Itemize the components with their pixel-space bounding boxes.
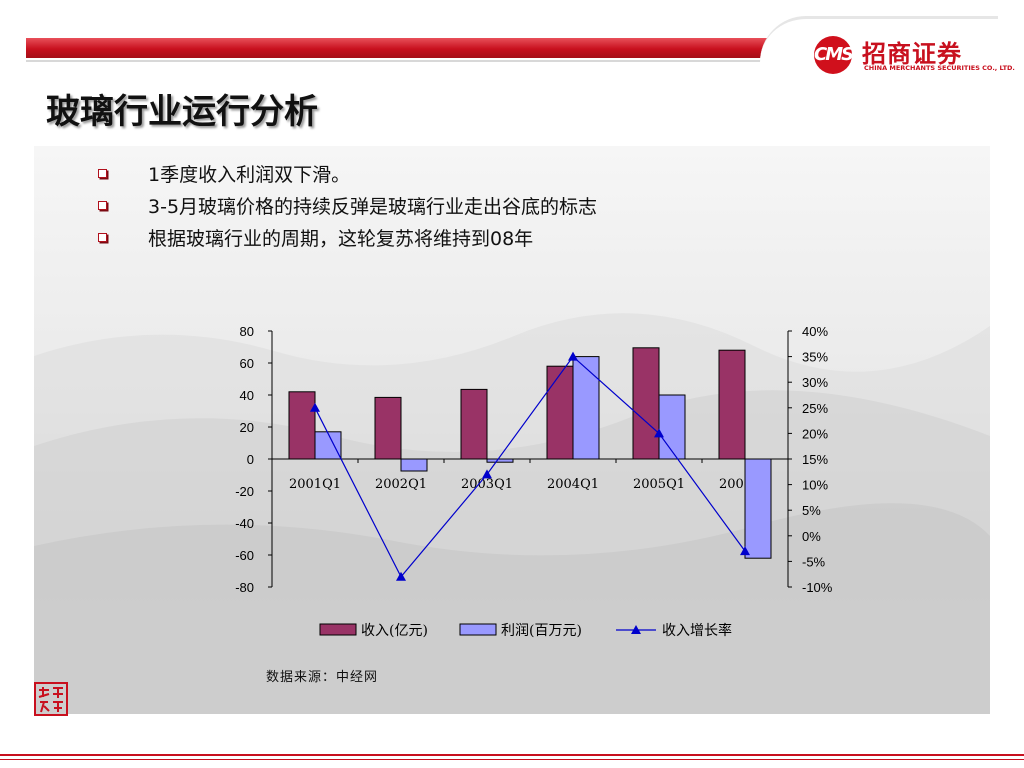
bullet-marker-icon (98, 233, 107, 242)
revenue-bar (288, 391, 316, 460)
x-tick-label: 2004Q1 (547, 477, 599, 492)
left-tick-label: -40 (235, 516, 254, 531)
right-tick-label: 5% (802, 503, 821, 518)
x-tick-label: 2005Q1 (633, 477, 685, 492)
revenue-bar (460, 388, 488, 460)
left-tick-label: 20 (240, 420, 254, 435)
left-tick-label: -60 (235, 548, 254, 563)
left-tick-label: 60 (240, 356, 254, 371)
bullet-text: 根据玻璃行业的周期，这轮复苏将维持到08年 (148, 228, 534, 250)
legend-label: 收入增长率 (662, 622, 732, 639)
legend-swatch-profit (459, 623, 497, 636)
header-divider (26, 60, 786, 62)
footer-rule-thin (0, 759, 1024, 760)
profit-bar (744, 458, 772, 559)
right-tick-label: 20% (802, 426, 828, 441)
data-source-note: 数据来源：中经网 (266, 670, 379, 685)
profit-bar (314, 431, 342, 460)
right-tick-label: 30% (802, 375, 828, 390)
page-title: 玻璃行业运行分析 (46, 92, 318, 132)
left-tick-label: -80 (235, 580, 254, 595)
bullet-text: 1季度收入利润双下滑。 (148, 164, 351, 186)
footer-rule (0, 754, 1024, 756)
right-tick-label: 35% (802, 350, 828, 365)
legend-label: 收入(亿元) (361, 623, 428, 639)
right-tick-label: -10% (802, 580, 833, 595)
revenue-bar (718, 349, 746, 460)
left-tick-label: 0 (247, 452, 254, 467)
logo-area (760, 16, 998, 81)
x-tick-label: 2001Q1 (289, 477, 341, 492)
growth-rate-point (740, 546, 750, 556)
legend-swatch-revenue (319, 623, 357, 636)
growth-rate-point (568, 351, 578, 361)
revenue-bar (374, 396, 402, 460)
brand-subtitle: CHINA MERCHANTS SECURITIES CO., LTD. (864, 64, 1015, 72)
right-tick-label: 25% (802, 401, 828, 416)
growth-rate-point (310, 402, 320, 412)
legend-label: 利润(百万元) (501, 623, 582, 639)
x-tick-label: 2002Q1 (375, 477, 427, 492)
left-tick-label: 40 (240, 388, 254, 403)
bullet-marker-icon (98, 169, 107, 178)
header-banner (26, 38, 786, 58)
right-tick-label: 10% (802, 478, 828, 493)
bullet-text: 3-5月玻璃价格的持续反弹是玻璃行业走出谷底的标志 (148, 196, 598, 218)
profit-bar (572, 356, 600, 460)
x-tick-label: 2003Q1 (461, 477, 513, 492)
profit-bar (486, 458, 514, 463)
profit-bar (658, 394, 686, 460)
seal-stamp-icon (34, 682, 68, 716)
brand-emblem-icon: CMS (814, 36, 854, 74)
right-tick-label: 0% (802, 529, 821, 544)
profit-bar (400, 458, 428, 472)
revenue-bar (632, 347, 660, 460)
bullet-marker-icon (98, 201, 107, 210)
legend-marker-growth (631, 625, 641, 634)
right-tick-label: -5% (802, 554, 826, 569)
growth-rate-point (654, 428, 664, 438)
right-tick-label: 40% (802, 324, 828, 339)
left-tick-label: 80 (240, 324, 254, 339)
growth-rate-line (314, 355, 746, 578)
right-tick-label: 15% (802, 452, 828, 467)
brand-name: 招商证券 (862, 40, 962, 68)
growth-rate-point (396, 571, 406, 581)
revenue-bar (546, 365, 574, 460)
growth-rate-point (482, 469, 492, 479)
left-tick-label: -20 (235, 484, 254, 499)
